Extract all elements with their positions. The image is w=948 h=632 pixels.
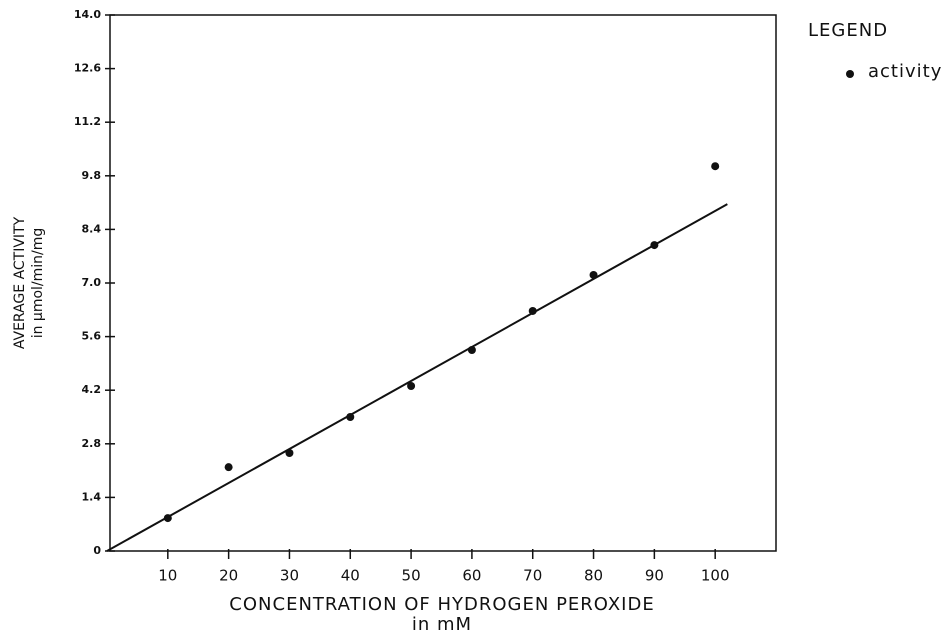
data-point (528, 306, 537, 315)
x-tick-label: 80 (584, 567, 603, 585)
data-point (346, 413, 355, 421)
x-axis-label: CONCENTRATION OF HYDROGEN PEROXIDE (229, 594, 654, 615)
x-tick-label: 10 (158, 567, 177, 585)
data-point (285, 448, 294, 457)
y-tick-label: 9.8 (82, 169, 102, 182)
y-tick-label: 12.6 (74, 62, 101, 75)
y-axis-unit: in µmol/min/mg (30, 228, 46, 339)
y-tick-label: 2.8 (82, 437, 102, 450)
trend-line (106, 203, 728, 552)
data-point (467, 346, 476, 354)
x-tick-label: 60 (462, 567, 481, 585)
data-point (407, 381, 416, 390)
x-tick-label: 40 (341, 567, 360, 585)
data-point (224, 463, 233, 472)
data-point (163, 514, 172, 523)
x-tick-label: 30 (280, 567, 299, 585)
y-tick-label: 7.0 (82, 276, 102, 289)
legend-title: LEGEND (808, 20, 888, 41)
y-tick-label: 11.2 (74, 115, 101, 128)
y-tick-label: 5.6 (82, 330, 102, 343)
x-tick-label: 20 (219, 567, 238, 585)
x-tick-label: 50 (402, 567, 421, 585)
y-tick-label: 14.0 (74, 8, 101, 21)
plot-frame (109, 14, 777, 552)
data-point (650, 241, 659, 250)
x-tick-label: 100 (701, 567, 730, 585)
x-tick-label: 90 (645, 567, 664, 585)
x-tick-label: 70 (523, 567, 542, 585)
y-tick-label: 1.4 (82, 490, 102, 503)
legend-label: activity (868, 61, 942, 82)
data-point (589, 270, 598, 279)
y-tick-label: 8.4 (82, 222, 102, 235)
y-axis-label: AVERAGE ACTIVITY (12, 216, 28, 349)
legend-marker (846, 70, 854, 78)
y-tick-label: 4.2 (82, 383, 102, 396)
y-tick-label: 0 (93, 544, 101, 557)
data-point (711, 162, 720, 171)
x-axis-unit: in mM (412, 614, 472, 632)
